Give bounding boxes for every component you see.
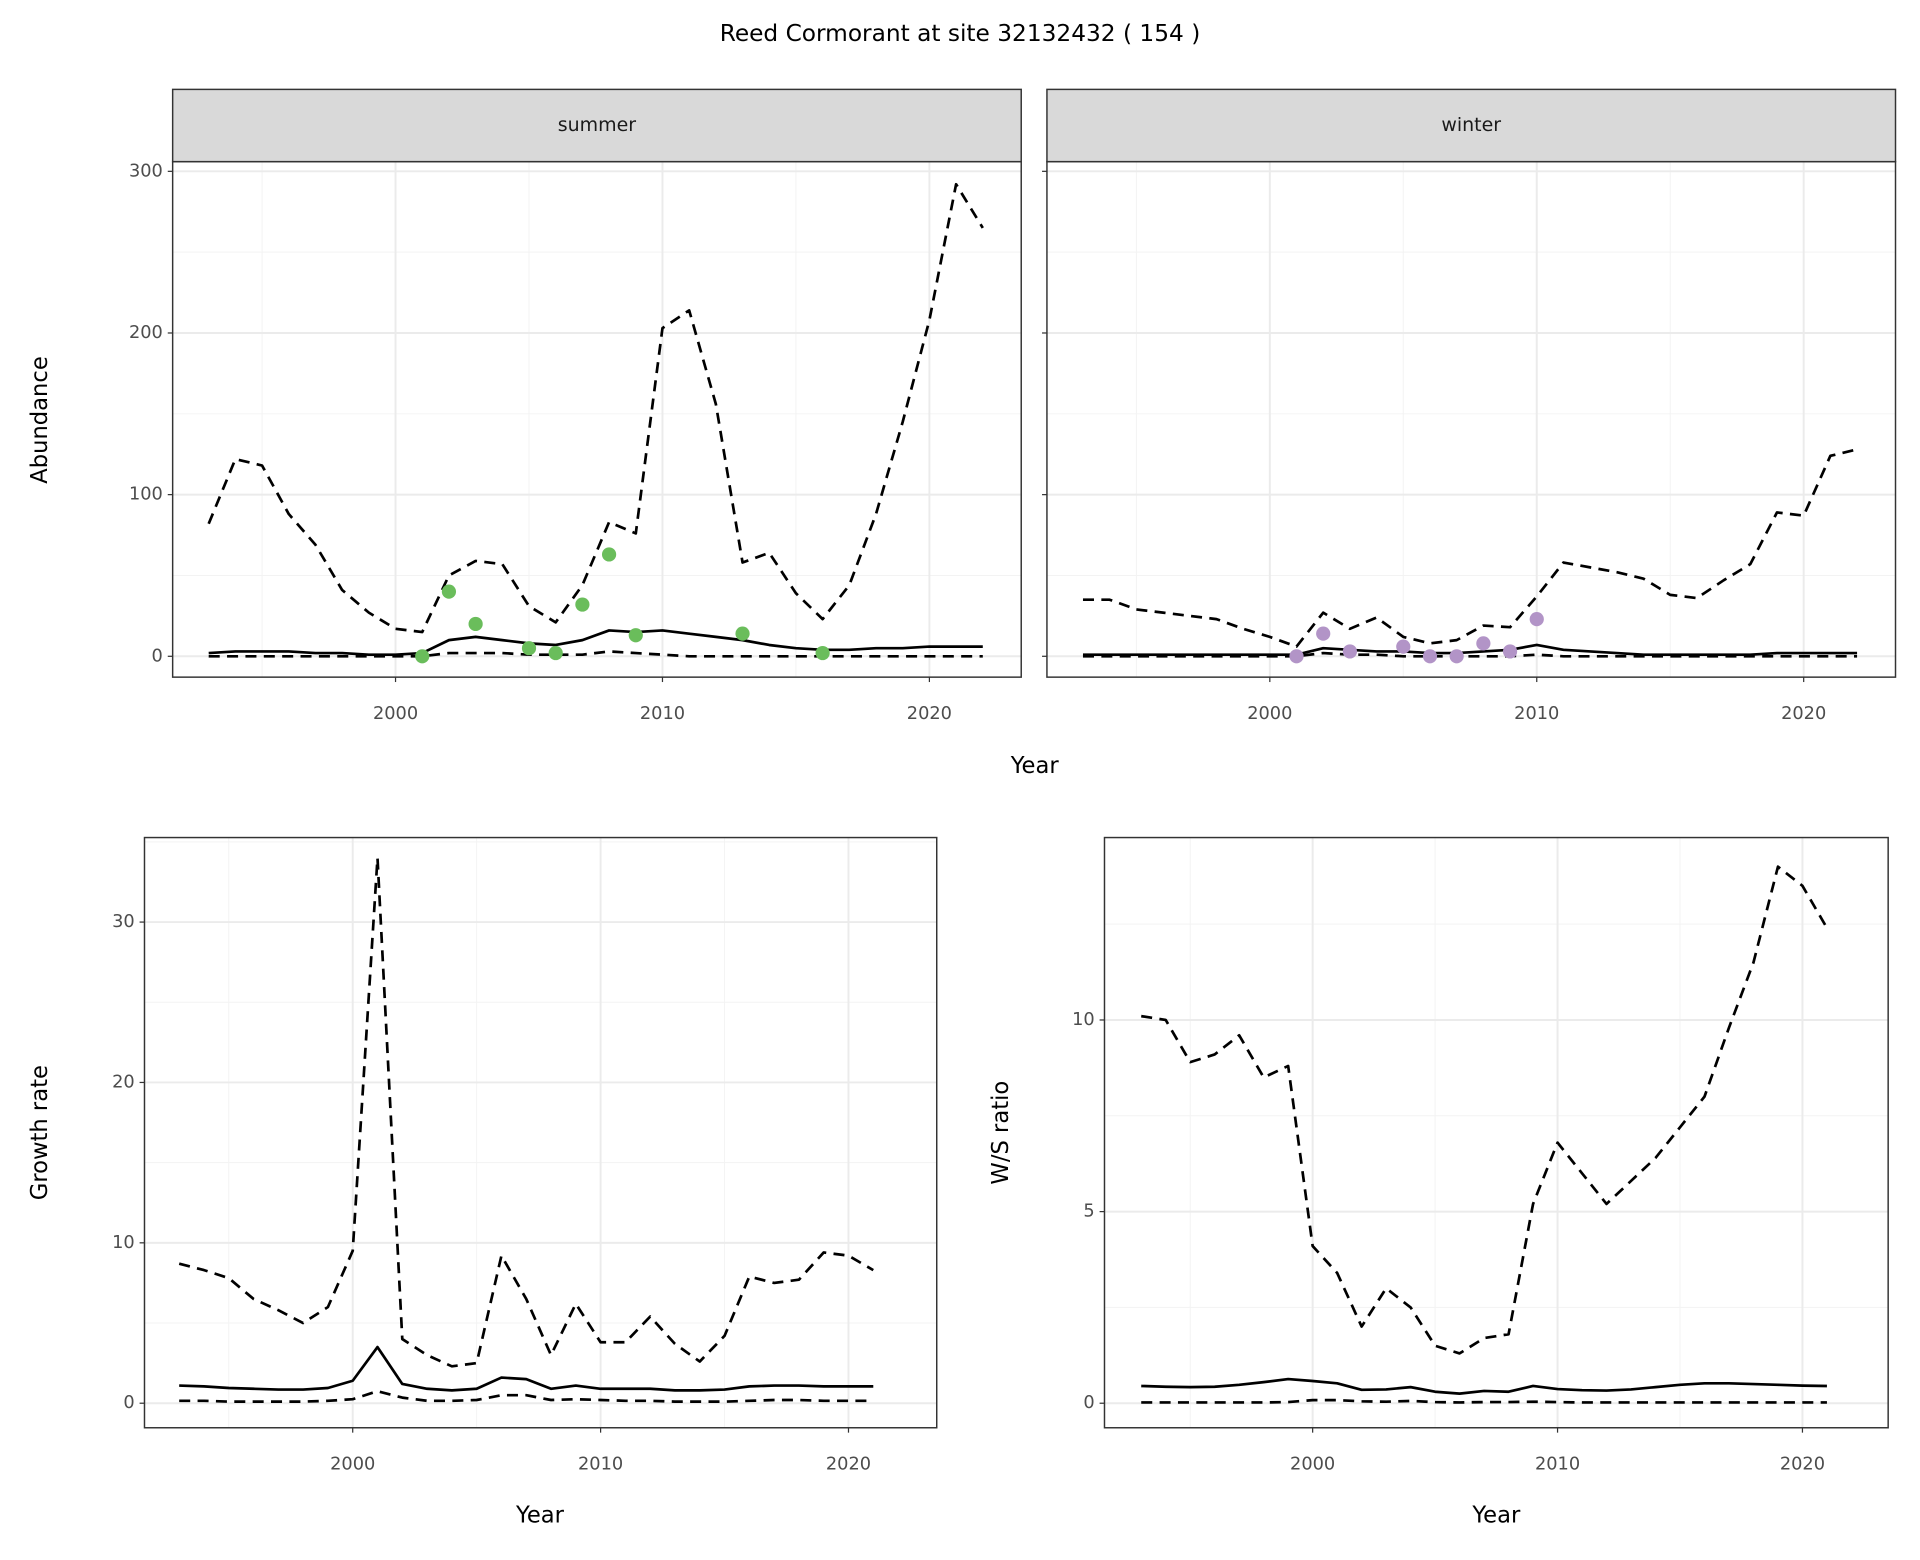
data-point [1396,639,1411,654]
data-point [601,547,617,562]
x-tick-label: 2010 [578,1454,623,1474]
dashed-line [1141,1398,1827,1404]
facet-strip [1046,88,1897,163]
x-axis-label: Year [515,1502,565,1528]
x-axis-label: Year [1010,753,1060,779]
solid-line [208,629,983,657]
data-point [628,628,643,643]
x-tick-label: 2000 [1247,704,1292,724]
y-tick-label: 300 [129,161,163,181]
data-point [735,626,750,641]
y-tick-label: 30 [112,912,135,932]
data-point [1316,626,1331,641]
x-tick-label: 2020 [1781,704,1826,724]
x-tick-label: 2020 [1780,1454,1825,1474]
data-point [1476,636,1491,651]
dashed-line [207,182,984,634]
panel-background [144,837,937,1428]
solid-line [179,1345,874,1392]
data-point [1289,649,1304,664]
data-point [1502,644,1518,659]
y-tick-label: 0 [152,646,163,666]
y-tick-label: 10 [112,1233,135,1253]
facet-label: summer [558,114,637,136]
panel-background [172,161,1022,678]
dashed-line [1082,448,1858,648]
x-tick-label: 2020 [826,1454,871,1474]
facet-strip [171,88,1022,163]
y-axis-label: Growth rate [27,1065,53,1200]
figure-title: Reed Cormorant at site 32132432 ( 154 ) [720,20,1201,47]
data-point [441,584,457,599]
x-tick-label: 2000 [1290,1454,1335,1474]
panel-border [143,836,938,1429]
dashed-line [178,856,874,1368]
y-tick-label: 100 [129,485,163,505]
dashed-line [1082,651,1858,658]
y-axis-label: Abundance [27,356,53,484]
panel-background [1104,837,1889,1428]
solid-line [1141,1377,1827,1395]
x-tick-label: 2000 [373,704,418,724]
facet-label: winter [1441,114,1501,136]
data-point [468,616,483,632]
y-tick-label: 10 [1072,1010,1095,1030]
data-point [1529,612,1544,627]
y-tick-label: 20 [112,1072,135,1092]
y-tick-label: 5 [1083,1202,1094,1222]
x-tick-label: 2020 [907,704,952,724]
dashed-line [179,1389,874,1403]
data-point [521,641,537,656]
x-tick-label: 2010 [1514,704,1559,724]
solid-line [1082,643,1858,657]
data-point [815,645,830,661]
y-tick-label: 200 [129,323,163,343]
panel-border [1103,836,1889,1429]
data-point [415,649,430,664]
data-point [1342,644,1358,659]
y-tick-label: 0 [1083,1393,1094,1413]
x-tick-label: 2010 [640,704,685,724]
dashed-line [208,650,983,658]
x-tick-label: 2000 [330,1454,375,1474]
data-point [1449,649,1464,664]
y-tick-label: 0 [123,1393,134,1413]
data-point [575,597,590,612]
x-tick-label: 2010 [1535,1454,1580,1474]
x-axis-label: Year [1471,1502,1521,1528]
panel-background [1046,161,1896,678]
y-axis-label: W/S ratio [988,1081,1014,1185]
data-point [1422,649,1438,664]
data-point [548,645,563,661]
